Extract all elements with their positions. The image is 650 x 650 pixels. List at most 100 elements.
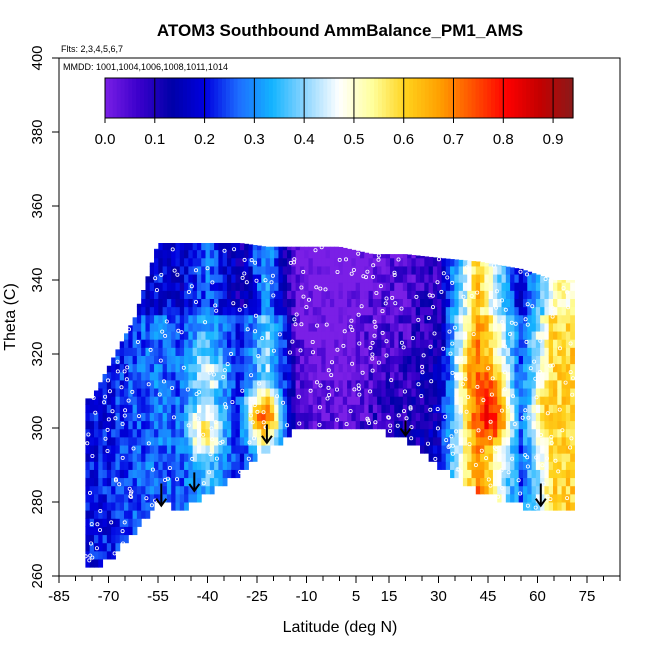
curtain-cell — [261, 347, 267, 356]
curtain-cell — [124, 339, 129, 348]
curtain-cell — [106, 396, 112, 405]
sample-point — [317, 422, 322, 427]
curtain-cell — [553, 331, 558, 340]
curtain-cell — [492, 274, 498, 283]
curtain-cell — [565, 502, 571, 511]
curtain-cell — [471, 265, 477, 275]
sample-point — [540, 463, 545, 468]
curtain-cell — [398, 257, 404, 267]
curtain-cell — [321, 290, 327, 299]
curtain-cell — [347, 298, 352, 308]
curtain-cell — [179, 485, 185, 495]
colorbar-segment — [319, 78, 324, 118]
sample-point — [506, 470, 511, 475]
sample-point — [378, 284, 383, 289]
colorbar-tick-label: 0.8 — [493, 131, 514, 148]
curtain-cell — [102, 550, 108, 560]
curtain-cell — [377, 306, 382, 316]
curtain-cell — [445, 274, 451, 283]
sample-point — [310, 350, 315, 355]
curtain-cell — [450, 371, 455, 381]
sample-point — [463, 377, 468, 382]
curtain-cell — [458, 445, 464, 454]
sample-point — [103, 436, 108, 441]
curtain-cell — [355, 282, 361, 291]
curtain-cell — [527, 282, 533, 291]
curtain-cell — [553, 485, 558, 495]
curtain-cell — [274, 246, 279, 251]
curtain-cell — [196, 306, 202, 316]
sample-point — [458, 357, 463, 362]
curtain-cell — [244, 265, 249, 275]
curtain-cell — [557, 461, 563, 470]
curtain-cell — [171, 477, 176, 487]
curtain-cell — [334, 404, 340, 413]
colorbar-segment — [362, 78, 367, 118]
curtain-cell — [226, 298, 232, 308]
curtain-cell — [85, 420, 91, 430]
curtain-cell — [235, 363, 241, 373]
curtain-cell — [192, 306, 198, 316]
curtain-cell — [415, 388, 421, 397]
curtain-cell — [441, 331, 447, 340]
curtain-cell — [450, 445, 455, 454]
sample-point — [154, 288, 159, 293]
curtain-cell — [119, 420, 125, 430]
colorbar-segment — [218, 78, 223, 118]
curtain-cell — [222, 306, 228, 316]
sample-point — [525, 503, 530, 508]
colorbar-segment — [300, 78, 305, 118]
curtain-cell — [115, 388, 121, 397]
sample-point — [486, 477, 491, 482]
sample-point — [370, 274, 375, 279]
curtain-cell — [136, 363, 142, 373]
curtain-cell — [462, 428, 468, 438]
curtain-cell — [548, 461, 554, 470]
sample-point — [416, 382, 421, 387]
curtain-cell — [149, 436, 155, 446]
colorbar-segment — [459, 78, 465, 118]
curtain-cell — [389, 371, 395, 381]
curtain-cell — [222, 379, 228, 389]
sample-point — [89, 541, 94, 546]
curtain-cell — [119, 453, 125, 462]
colorbar-segment — [557, 78, 562, 118]
sample-point — [150, 467, 155, 472]
curtain-cell — [475, 445, 481, 454]
curtain-cell — [257, 436, 262, 446]
curtain-cell — [321, 314, 327, 324]
curtain-cell — [540, 461, 545, 470]
curtain-cell — [445, 298, 451, 308]
curtain-cell — [192, 339, 198, 348]
curtain-cell — [106, 412, 112, 422]
sample-point — [450, 451, 455, 456]
curtain-cell — [205, 331, 211, 340]
curtain-cell — [102, 526, 108, 536]
curtain-cell — [535, 428, 541, 438]
sample-point — [214, 456, 219, 461]
curtain-cell — [420, 274, 425, 283]
curtain-cell — [89, 436, 95, 446]
curtain-cell — [492, 347, 498, 356]
curtain-cell — [184, 412, 189, 422]
curtain-cell — [162, 347, 168, 356]
curtain-cell — [531, 396, 537, 405]
sample-point — [565, 290, 570, 295]
curtain-cell — [385, 282, 391, 291]
curtain-cell — [342, 363, 348, 373]
curtain-cell — [475, 339, 481, 348]
curtain-cell — [492, 282, 498, 291]
sample-point — [496, 494, 501, 499]
curtain-cell — [535, 322, 541, 332]
curtain-cell — [553, 280, 558, 283]
curtain-cell — [389, 355, 395, 365]
curtain-cell — [441, 265, 447, 275]
curtain-cell — [484, 274, 490, 283]
curtain-cell — [141, 355, 146, 365]
sample-point — [326, 385, 331, 390]
curtain-cell — [175, 355, 181, 365]
curtain-cell — [214, 331, 219, 340]
curtain-cell — [261, 290, 267, 299]
curtain-cell — [424, 282, 430, 291]
curtain-cell — [462, 290, 468, 299]
